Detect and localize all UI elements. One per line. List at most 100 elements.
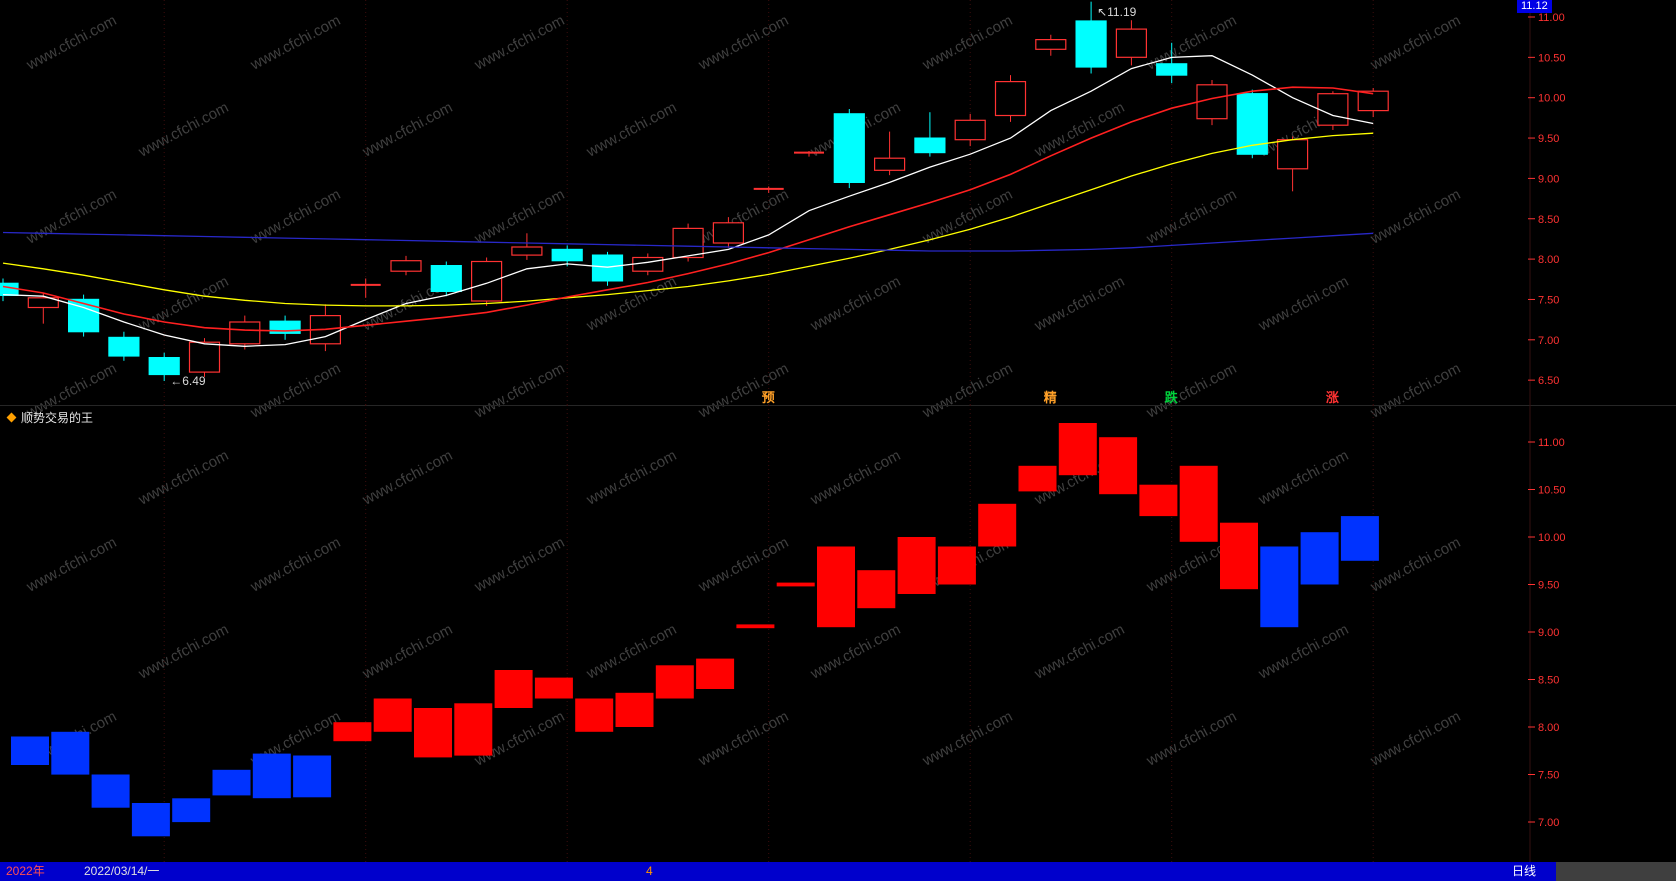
indicator-bar: [454, 703, 493, 756]
price-label: 8.00: [1538, 722, 1559, 734]
indicator-bar: [1018, 465, 1057, 492]
indicator-title: 顺势交易的王: [6, 409, 94, 426]
candle-body: [551, 248, 583, 262]
indicator-bar: [776, 582, 815, 587]
indicator-bar: [373, 698, 412, 732]
candle-body: [672, 227, 704, 259]
gridlines-layer: [163, 0, 1531, 405]
indicator-name: 顺势交易的王: [21, 411, 94, 425]
price-axis-main: 11.00 10.50 10.00 9.50 9.00 8.50 8.00 7.50 7.00 6…: [1528, 12, 1566, 387]
status-year: 2022年: [6, 864, 45, 878]
candle-body: [833, 113, 865, 184]
price-label: 10.00: [1538, 93, 1566, 105]
price-label: 7.00: [1538, 335, 1559, 347]
indicator-bar: [494, 670, 533, 708]
candle-body: [0, 282, 19, 296]
indicator-bar: [696, 658, 735, 689]
indicator-bar: [1179, 465, 1218, 542]
candle-body: [994, 80, 1027, 117]
ma-yellow: [2, 132, 1374, 307]
candle-body: [1156, 63, 1188, 76]
candle-body: [229, 321, 261, 345]
main-candlestick-chart[interactable]: ←6.49 ↖11.19 预 精 跌 涨 11.00 10.50 10.00 9.50 9.00 8.…: [0, 0, 1676, 405]
candle-body: [1035, 38, 1067, 50]
indicator-bar: [817, 546, 855, 628]
indicator-bar: [333, 722, 372, 742]
candle-body: [1075, 20, 1107, 68]
indicator-bar: [131, 803, 170, 837]
price-label: 8.50: [1538, 675, 1559, 687]
price-label: 7.00: [1538, 817, 1559, 829]
candles-layer: [0, 1, 1389, 381]
price-label: 9.00: [1538, 627, 1559, 639]
indicator-chart[interactable]: 11.00 10.50 10.00 9.50 9.00 8.50 8.00 7.50 7.00: [0, 405, 1676, 862]
candle-body: [1276, 139, 1309, 170]
candle-body: [1115, 28, 1148, 58]
price-label: 9.50: [1538, 133, 1559, 145]
candle-body: [591, 254, 624, 282]
candle-body: [914, 137, 946, 154]
signal-yu: 预: [762, 390, 775, 405]
indicator-bar: [1340, 516, 1379, 561]
indicator-bar: [172, 798, 211, 823]
candle-body: [954, 119, 986, 141]
candle-body: [430, 265, 462, 293]
price-label: 7.50: [1538, 294, 1559, 306]
candle-body: [712, 222, 745, 244]
candle-body: [67, 298, 100, 333]
candle-body: [873, 157, 906, 171]
signal-zhang: 涨: [1325, 390, 1339, 405]
low-price-annotation: ←6.49: [170, 374, 206, 388]
candle-body: [632, 256, 664, 272]
price-label: 6.50: [1538, 375, 1559, 387]
price-label: 9.50: [1538, 580, 1559, 592]
candle-body: [148, 357, 180, 376]
price-label: 8.00: [1538, 254, 1559, 266]
indicator-bar: [414, 708, 452, 758]
candle-body: [390, 260, 422, 272]
candle-body: [471, 260, 503, 302]
indicator-bar: [1058, 423, 1097, 476]
candle-body: [27, 297, 59, 309]
indicator-bar: [897, 537, 936, 594]
ma-lines-layer: [2, 55, 1374, 347]
indicator-bar: [1260, 546, 1299, 628]
indicator-bar: [937, 546, 976, 585]
indicator-bar: [1220, 522, 1258, 590]
status-period[interactable]: 日线: [1512, 864, 1537, 878]
price-label: 11.00: [1538, 12, 1565, 24]
signal-die: 跌: [1165, 390, 1179, 405]
candle-body: [188, 341, 221, 373]
candle-body: [511, 246, 543, 256]
status-date[interactable]: 2022/03/14/一: [84, 864, 160, 878]
price-axis-indicator: 11.00 10.50 10.00 9.50 9.00 8.50 8.00 7.50 7.00: [1528, 437, 1566, 829]
indicator-bar: [252, 753, 291, 799]
current-price-tag: 11.12: [1517, 0, 1552, 13]
ma-blue: [2, 231, 1374, 252]
indicator-bar: [11, 736, 49, 765]
indicator-bar: [91, 774, 130, 808]
indicator-bar: [575, 698, 614, 732]
status-corner-grip: [1556, 862, 1676, 881]
indicator-bar: [978, 503, 1017, 547]
indicator-bar: [51, 731, 90, 775]
high-price-annotation: ↖11.19: [1097, 5, 1137, 19]
watermark-layer: www.cfchi.com www.cfchi.com www.cfchi.com w…: [23, 12, 1463, 770]
signal-jing: 精: [1044, 390, 1057, 405]
indicator-bar: [293, 755, 332, 798]
candle-body: [1357, 90, 1389, 112]
price-label: 7.50: [1538, 770, 1559, 782]
indicator-bar: [212, 769, 251, 796]
indicator-bars-layer: [11, 423, 1379, 837]
status-month-marker: 4: [646, 864, 653, 878]
ma-red: [2, 86, 1374, 332]
indicator-bar: [736, 624, 775, 629]
indicator-bar: [615, 692, 654, 727]
indicator-icon: [6, 412, 17, 423]
ma-white: [2, 55, 1374, 347]
price-label: 10.00: [1538, 532, 1566, 544]
indicator-bar: [1300, 532, 1339, 585]
gridlines-layer: [163, 405, 1531, 862]
price-label: 8.50: [1538, 214, 1559, 226]
